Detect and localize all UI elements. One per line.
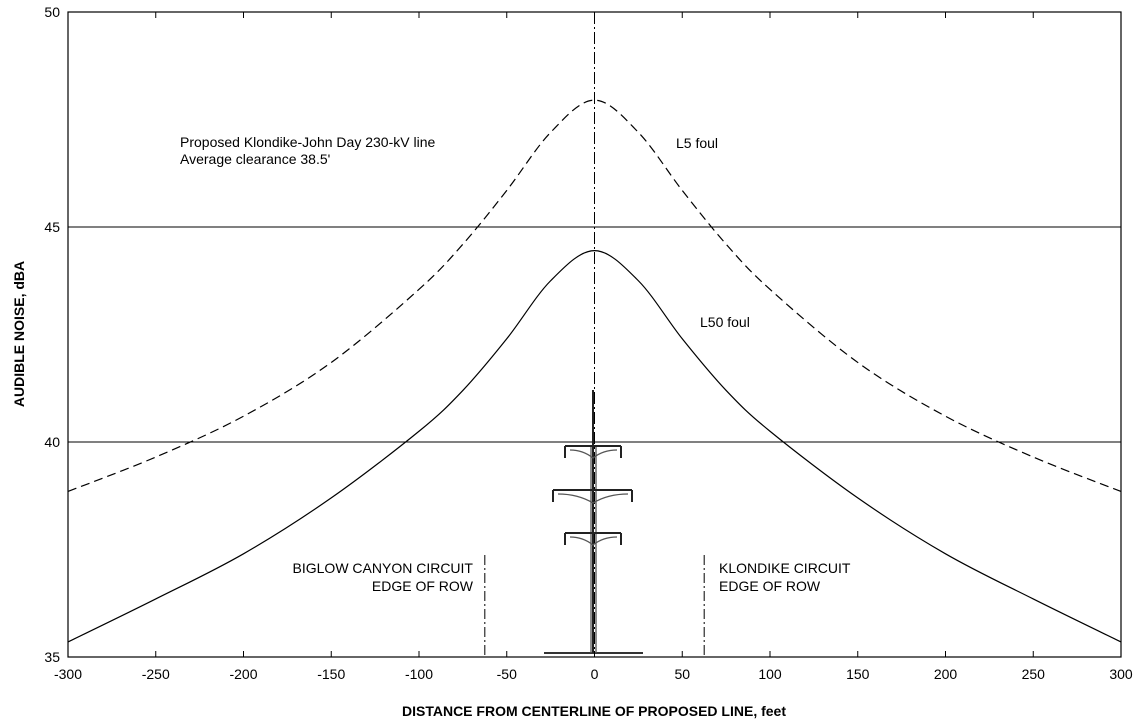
series-l5-foul-line bbox=[67, 99, 1122, 493]
x-tick-label: 300 bbox=[1109, 666, 1133, 682]
x-tick-label: -200 bbox=[229, 666, 257, 682]
x-tick-label: -250 bbox=[142, 666, 170, 682]
x-axis-ticks: -300 -250 -200 -150 -100 -50 0 50 100 150 200 250 30… bbox=[54, 12, 1133, 682]
left-row-label-line1: BIGLOW CANYON CIRCUIT bbox=[293, 560, 474, 576]
transmission-tower-graphic bbox=[544, 390, 643, 654]
series-l50-foul-line bbox=[67, 250, 1122, 643]
clearance-label: Average clearance 38.5' bbox=[180, 151, 330, 167]
line-description-label: Proposed Klondike-John Day 230-kV line bbox=[180, 134, 435, 150]
right-row-label-line2: EDGE OF ROW bbox=[719, 578, 821, 594]
l50-foul-label: L50 foul bbox=[700, 314, 750, 330]
x-tick-label: -150 bbox=[317, 666, 345, 682]
x-tick-label: 200 bbox=[934, 666, 958, 682]
y-tick-label: 45 bbox=[44, 219, 60, 235]
x-tick-label: -50 bbox=[497, 666, 517, 682]
x-tick-label: 250 bbox=[1022, 666, 1046, 682]
y-axis-title: AUDIBLE NOISE, dBA bbox=[11, 261, 27, 407]
y-tick-label: 40 bbox=[44, 434, 60, 450]
x-tick-label: 50 bbox=[674, 666, 690, 682]
left-row-label-line2: EDGE OF ROW bbox=[372, 578, 474, 594]
x-tick-label: 150 bbox=[846, 666, 870, 682]
x-tick-label: -300 bbox=[54, 666, 82, 682]
y-tick-label: 35 bbox=[44, 649, 60, 665]
right-row-label-line1: KLONDIKE CIRCUIT bbox=[719, 560, 851, 576]
x-axis-title: DISTANCE FROM CENTERLINE OF PROPOSED LIN… bbox=[402, 703, 786, 719]
x-tick-label: 100 bbox=[758, 666, 782, 682]
x-tick-label: -100 bbox=[405, 666, 433, 682]
x-tick-label: 0 bbox=[591, 666, 599, 682]
l5-foul-label: L5 foul bbox=[676, 135, 718, 151]
y-tick-label: 50 bbox=[44, 4, 60, 20]
y-axis-ticks: 35 40 45 50 bbox=[44, 4, 1121, 665]
